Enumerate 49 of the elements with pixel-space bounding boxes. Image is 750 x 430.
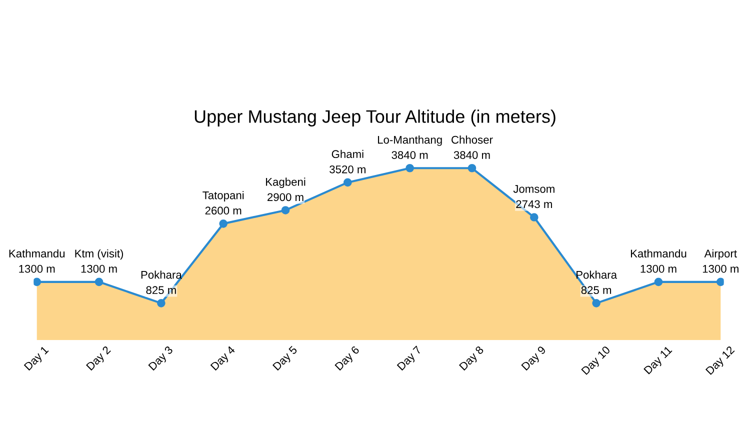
annotation: Jomsom [513,185,554,193]
annotation: Airport [704,249,737,260]
data-label: 2900 m [268,193,304,202]
data-label: 2743 m [516,200,552,208]
x-tick-label: Day 3 [148,346,175,372]
x-tick-label: Day 4 [210,346,238,372]
data-label: 825 m [146,286,176,294]
annotation: Pokhara [576,270,618,279]
point [344,178,352,187]
annotation: Kathmandu [630,249,686,258]
annotation: Kathmandu [9,249,65,258]
data-label: 1300 m [702,264,738,273]
annotation: Ktm (visit) [75,249,124,260]
annotation: Tatopani [202,191,244,202]
x-tick-label: Day 10 [581,346,612,377]
x-tick-label: Day 12 [705,346,736,377]
x-tick-label: Day 2 [86,346,113,372]
point [468,164,476,172]
x-tick-label: Day 9 [521,346,548,372]
x-tick-label: Day 6 [334,346,362,372]
x-tick-label: Day 8 [458,346,486,372]
data-label: 825 m [581,286,612,294]
point [281,206,290,214]
point [157,299,166,308]
point [530,213,538,222]
point [716,278,724,286]
x-tick-label: Day 5 [272,346,300,372]
point [654,278,663,286]
point [219,220,228,228]
x-tick-label: Day 11 [644,346,674,376]
data-label: 1300 m [19,264,55,273]
data-label: 1300 m [640,264,676,273]
point [592,299,600,308]
data-label: 1300 m [81,264,117,273]
annotation: Kagbeni [266,178,306,188]
data-label: 2600 m [205,206,242,215]
data-label: 3840 m [392,151,428,159]
x-tick-label: Day 7 [396,346,424,372]
annotation: Chhoser [452,136,493,144]
annotation: Lo-Manthang [378,136,442,146]
data-label: 3840 m [454,151,490,159]
annotation: Ghami [332,150,364,158]
chart-title: Upper Mustang Jeep Tour Altitude (in meters) [194,110,556,126]
x-tick-label: Day 1 [24,346,50,372]
data-label: 3520 m [330,165,366,174]
point [34,278,42,286]
point [406,164,414,172]
annotation: Pokhara [141,270,182,279]
point [94,278,104,286]
